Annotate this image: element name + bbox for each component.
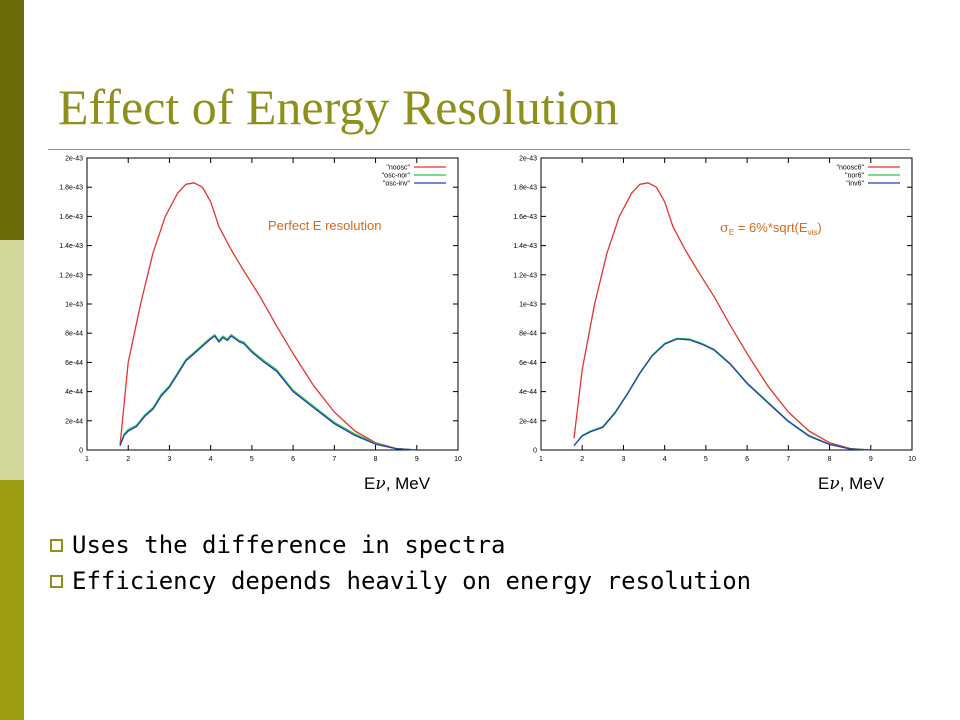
y-tick-label: 4e-44: [65, 389, 83, 396]
y-tick-label: 1.6e-43: [513, 214, 537, 221]
x-tick-label: 4: [209, 456, 213, 463]
series-line: [119, 335, 417, 451]
series-line: [573, 338, 871, 451]
sidebar-block-light: [0, 240, 24, 480]
x-tick-label: 7: [786, 456, 790, 463]
chart-smeared-resolution: 1 2 3 4 5 6 7 8 9 10 0 2e-44 4e-44 6e-44 8e-44 1e-43 1.2…: [513, 156, 916, 464]
bullet-item: Uses the difference in spectra: [50, 530, 751, 566]
slide-title: Effect of Energy Resolution: [58, 79, 619, 135]
sidebar-block-mid: [0, 480, 24, 720]
bullet-list: Uses the difference in spectra Efficienc…: [50, 530, 751, 602]
bullet-square-icon: [50, 539, 63, 552]
chart-annotation: Perfect E resolution: [268, 218, 381, 233]
x-tick-label: 3: [167, 456, 171, 463]
x-caption-unit: , MeV: [385, 474, 431, 493]
y-tick-label: 2e-43: [519, 156, 537, 163]
y-tick-label: 6e-44: [519, 360, 537, 367]
x-tick-label: 5: [250, 456, 254, 463]
x-tick-label: 10: [454, 456, 462, 463]
x-caption-unit: , MeV: [839, 474, 885, 493]
y-tick-label: 1.4e-43: [59, 243, 83, 250]
y-tick-label: 2e-44: [65, 418, 83, 425]
series-line: [573, 182, 871, 451]
x-tick-label: 10: [908, 456, 916, 463]
x-tick-label: 9: [415, 456, 419, 463]
y-tick-label: 1.8e-43: [513, 185, 537, 192]
x-caption-symbol: E: [364, 474, 376, 493]
y-tick-label: 8e-44: [65, 331, 83, 338]
x-caption-nu: ν: [829, 474, 840, 494]
x-tick-label: 2: [580, 456, 584, 463]
y-tick-label: 1.4e-43: [513, 243, 537, 250]
y-tick-label: 6e-44: [65, 360, 83, 367]
legend-label: "osc-inv": [383, 181, 411, 188]
bullet-square-icon: [50, 575, 63, 588]
legend-label: "noosc": [386, 165, 410, 172]
y-tick-label: 2e-43: [65, 156, 83, 163]
sidebar-block-dark: [0, 0, 24, 240]
x-axis-caption-right: Eν, MeV: [818, 474, 884, 494]
y-tick-label: 2e-44: [519, 418, 537, 425]
y-tick-label: 1e-43: [519, 302, 537, 309]
y-tick-label: 1.6e-43: [59, 214, 83, 221]
legend-label: "noosc6": [836, 165, 864, 172]
x-tick-label: 5: [704, 456, 708, 463]
plot-frame: [86, 157, 459, 451]
x-axis-caption-left: Eν, MeV: [364, 474, 430, 494]
annotation-close-paren: ): [817, 220, 821, 235]
title-divider: [48, 149, 910, 150]
y-tick-label: 1.2e-43: [513, 272, 537, 279]
x-tick-label: 3: [621, 456, 625, 463]
x-tick-label: 4: [663, 456, 667, 463]
y-tick-label: 4e-44: [519, 389, 537, 396]
x-tick-label: 2: [126, 456, 130, 463]
legend-label: "inv6": [846, 181, 864, 188]
series-line: [119, 334, 417, 451]
x-tick-label: 6: [291, 456, 295, 463]
y-tick-label: 0: [533, 448, 537, 455]
x-tick-label: 1: [85, 456, 89, 463]
legend-label: "nor6": [845, 173, 864, 180]
bullet-text: Uses the difference in spectra: [72, 531, 506, 559]
x-caption-nu: ν: [375, 474, 386, 494]
annotation-sigma-subscript: E: [729, 228, 734, 237]
y-tick-label: 0: [79, 448, 83, 455]
annotation-vis-subscript: vis: [808, 228, 818, 237]
y-tick-label: 1.8e-43: [59, 185, 83, 192]
series-line: [119, 182, 417, 451]
x-tick-label: 1: [539, 456, 543, 463]
x-tick-label: 8: [828, 456, 832, 463]
y-tick-label: 1e-43: [65, 302, 83, 309]
x-tick-label: 9: [869, 456, 873, 463]
annotation-sigma: σ: [720, 221, 729, 236]
bullet-item: Efficiency depends heavily on energy res…: [50, 566, 751, 602]
y-tick-label: 8e-44: [519, 331, 537, 338]
chart-annotation: σE = 6%*sqrt(Evis): [720, 220, 822, 237]
chart-perfect-resolution: 1 2 3 4 5 6 7 8 9 10 0 2e-44 4e-44 6e-44 8e-44 1e-43 1.2…: [59, 156, 462, 464]
x-tick-label: 8: [374, 456, 378, 463]
plot-frame: [540, 157, 913, 451]
series-line: [573, 337, 871, 451]
x-caption-symbol: E: [818, 474, 830, 493]
y-tick-label: 1.2e-43: [59, 272, 83, 279]
annotation-formula: = 6%*sqrt(E: [734, 220, 808, 235]
x-tick-label: 7: [332, 456, 336, 463]
legend-label: "osc-nor": [382, 173, 411, 180]
bullet-text: Efficiency depends heavily on energy res…: [72, 567, 752, 595]
x-tick-label: 6: [745, 456, 749, 463]
